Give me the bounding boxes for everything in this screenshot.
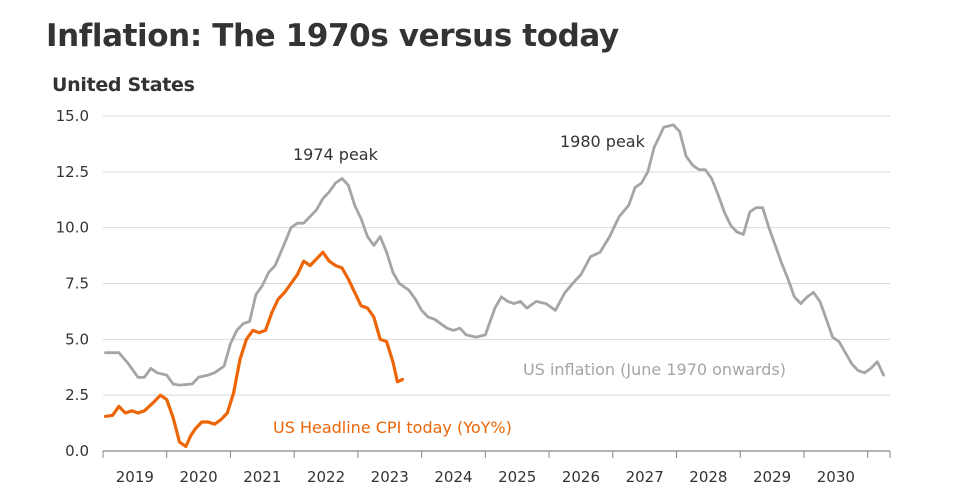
x-tick-label: 2024 bbox=[434, 468, 472, 486]
legend-us-inflation-1970s: US inflation (June 1970 onwards) bbox=[523, 360, 786, 379]
series-lines bbox=[103, 123, 885, 449]
series-line-us-headline-cpi bbox=[103, 250, 405, 449]
y-tick-label: 5.0 bbox=[65, 330, 89, 348]
annotation-1980-peak: 1980 peak bbox=[560, 132, 646, 151]
x-tick-label: 2023 bbox=[371, 468, 409, 486]
x-tick-label: 2028 bbox=[689, 468, 727, 486]
series-line-us-inflation-1970s bbox=[104, 123, 885, 387]
y-tick-label: 2.5 bbox=[65, 386, 89, 404]
gridlines bbox=[103, 115, 890, 396]
annotation-1974-peak: 1974 peak bbox=[293, 145, 379, 164]
chart-subtitle: United States bbox=[52, 74, 195, 96]
x-tick-label: 2025 bbox=[498, 468, 536, 486]
y-tick-label: 15.0 bbox=[56, 107, 89, 125]
x-tick-label: 2030 bbox=[817, 468, 855, 486]
axes: 0.0 2.5 5.0 7.5 10.0 12.5 15.0 2019 2020 2021 2022… bbox=[56, 107, 891, 486]
x-tick-label: 2027 bbox=[626, 468, 664, 486]
x-tick-label: 2029 bbox=[753, 468, 791, 486]
x-tick-label: 2022 bbox=[307, 468, 345, 486]
y-tick-label: 0.0 bbox=[65, 442, 89, 460]
legend-us-headline-cpi: US Headline CPI today (YoY%) bbox=[273, 418, 512, 437]
x-tick-label: 2020 bbox=[179, 468, 217, 486]
x-tick-label: 2026 bbox=[562, 468, 600, 486]
y-tick-label: 7.5 bbox=[65, 275, 89, 293]
y-tick-label: 10.0 bbox=[56, 219, 89, 237]
chart-title: Inflation: The 1970s versus today bbox=[46, 18, 619, 54]
x-tick-label: 2021 bbox=[243, 468, 281, 486]
annotations: 1974 peak 1980 peak US inflation (June 1… bbox=[273, 132, 786, 437]
y-tick-label: 12.5 bbox=[56, 163, 89, 181]
x-tick-label: 2019 bbox=[116, 468, 154, 486]
